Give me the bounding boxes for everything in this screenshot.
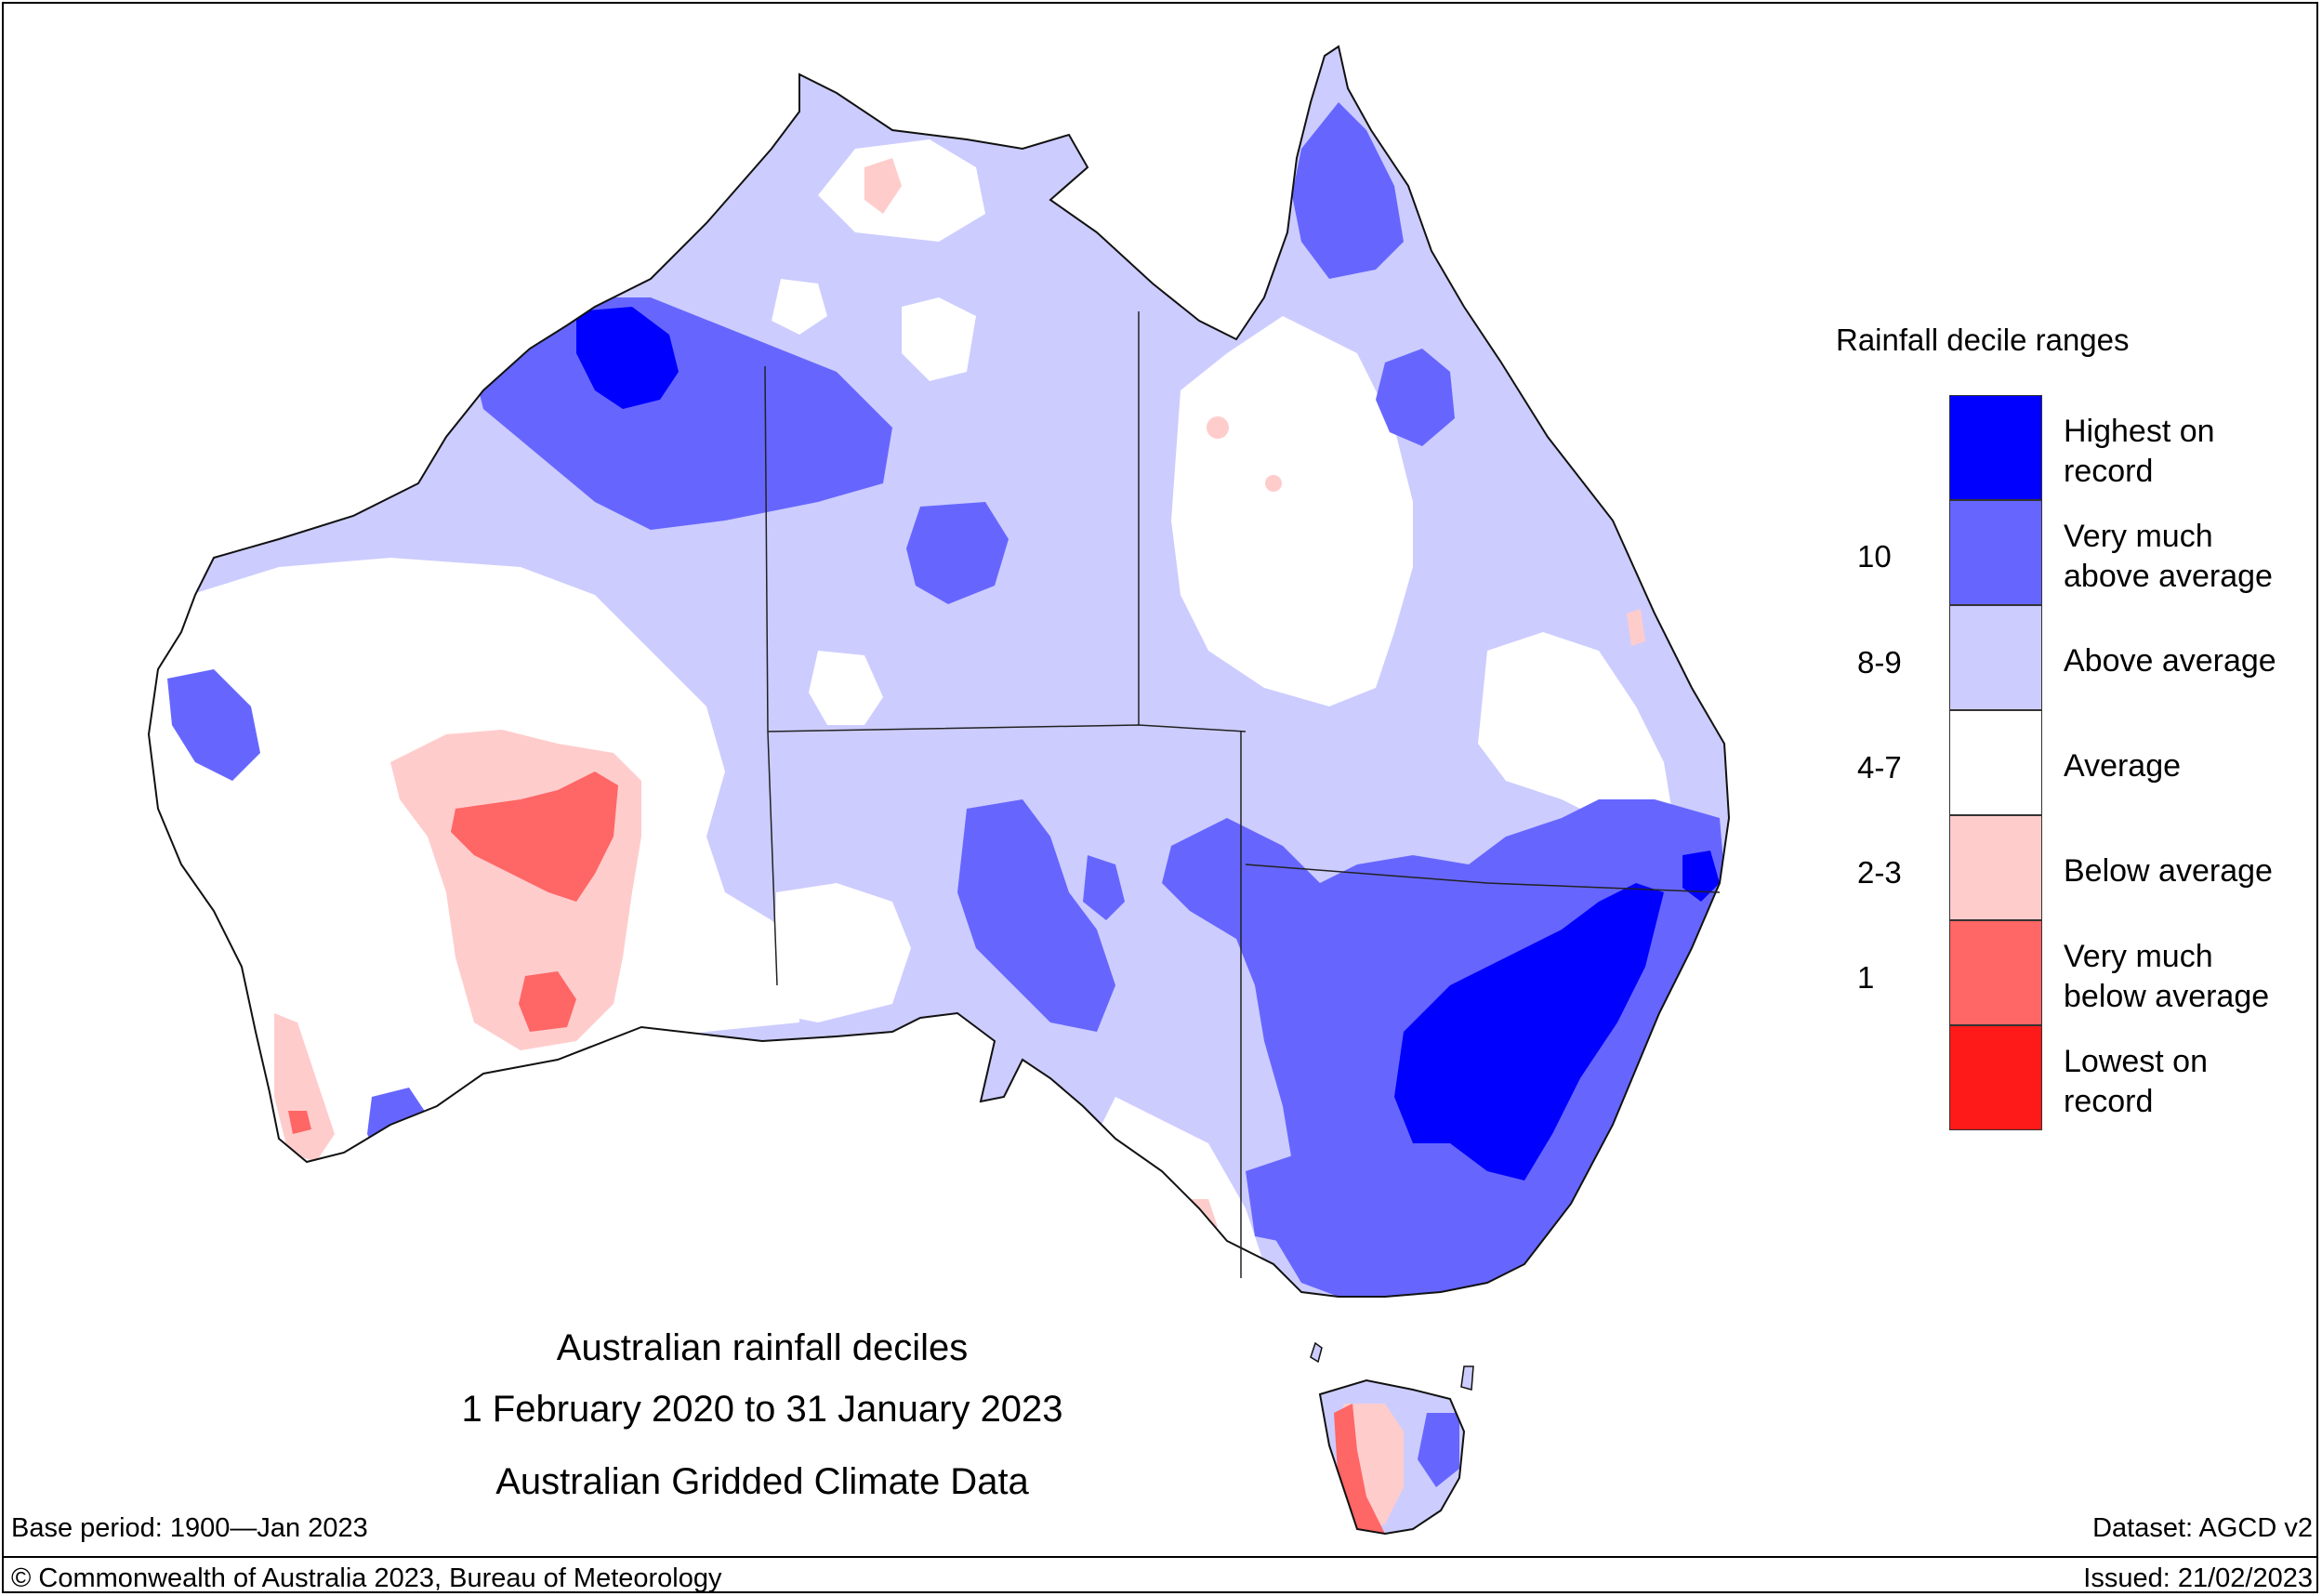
map-title-line-2: 1 February 2020 to 31 January 2023 — [461, 1389, 1063, 1430]
legend-swatch-average — [1949, 710, 2042, 815]
legend-swatch-lowest — [1949, 1025, 2042, 1130]
tasmania-decile-regions — [1320, 1380, 1464, 1534]
legend-label-lowest: Lowest on record — [2064, 1044, 2208, 1119]
legend-swatch-above — [1949, 605, 2042, 710]
footer-divider — [2, 1556, 2318, 1558]
dataset-label: Dataset: AGCD v2 — [2092, 1513, 2313, 1543]
issued-date: Issued: 21/02/2023 — [2083, 1563, 2313, 1593]
base-period: Base period: 1900—Jan 2023 — [11, 1513, 368, 1543]
legend-boundary-2-3: 2-3 — [1857, 855, 1902, 890]
legend-title: Rainfall decile ranges — [1836, 323, 2130, 357]
legend-swatch-very-much-above — [1949, 500, 2042, 605]
copyright-notice: © Commonwealth of Australia 2023, Bureau… — [11, 1563, 722, 1593]
legend-label-average: Average — [2064, 748, 2182, 784]
state-borders — [764, 311, 1721, 1278]
legend-boundary-4-7: 4-7 — [1857, 750, 1902, 785]
legend-boundary-10: 10 — [1857, 539, 1892, 574]
legend-swatch-very-much-below — [1949, 920, 2042, 1025]
legend-label-very-much-above: Very much above average — [2064, 519, 2273, 594]
map-title-line-1: Australian rainfall deciles — [556, 1327, 969, 1368]
legend-label-below: Below average — [2064, 853, 2273, 889]
legend-label-very-much-below: Very much below average — [2064, 939, 2270, 1014]
legend-swatch-below — [1949, 815, 2042, 920]
map-title-line-3: Australian Gridded Climate Data — [495, 1461, 1029, 1502]
legend-label-above: Above average — [2064, 643, 2276, 679]
legend-boundary-8-9: 8-9 — [1857, 645, 1902, 679]
legend-boundary-1: 1 — [1857, 960, 1875, 995]
legend-label-highest: Highest on record — [2064, 414, 2215, 489]
legend-swatch-highest — [1949, 395, 2042, 500]
